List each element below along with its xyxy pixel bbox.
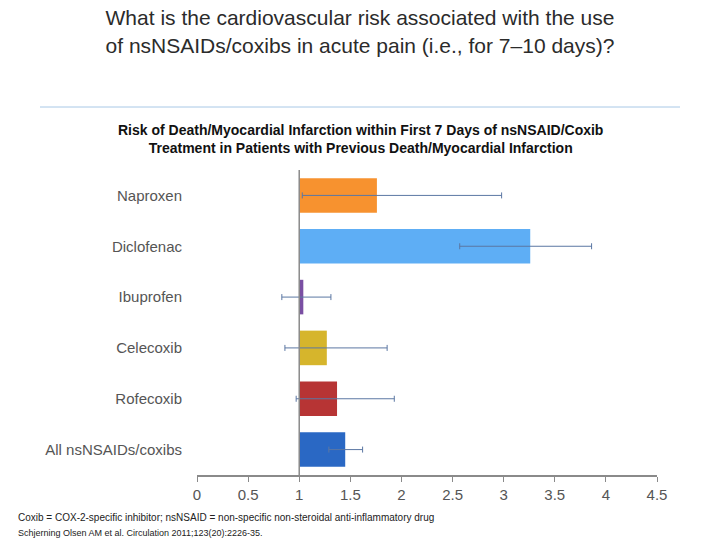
svg-text:2: 2 <box>397 486 405 503</box>
svg-text:Schjerning Olsen AM et al. Cir: Schjerning Olsen AM et al. Circulation 2… <box>18 528 262 538</box>
svg-text:0.5: 0.5 <box>238 486 259 503</box>
svg-text:3: 3 <box>499 486 507 503</box>
svg-text:2.5: 2.5 <box>442 486 463 503</box>
svg-text:Coxib = COX-2-specific inhibit: Coxib = COX-2-specific inhibitor; nsNSAI… <box>18 512 434 523</box>
svg-text:4: 4 <box>602 486 610 503</box>
svg-text:Rofecoxib: Rofecoxib <box>115 390 182 407</box>
svg-text:Ibuprofen: Ibuprofen <box>119 288 182 305</box>
svg-text:0: 0 <box>193 486 201 503</box>
svg-text:1: 1 <box>295 486 303 503</box>
svg-text:1.5: 1.5 <box>340 486 361 503</box>
svg-text:Diclofenac: Diclofenac <box>112 238 183 255</box>
svg-text:Naproxen: Naproxen <box>117 187 182 204</box>
svg-text:Celecoxib: Celecoxib <box>116 339 182 356</box>
svg-text:4.5: 4.5 <box>647 486 668 503</box>
svg-text:Risk of Death/Myocardial Infar: Risk of Death/Myocardial Infarction with… <box>118 122 603 156</box>
svg-text:What is the cardiovascular ris: What is the cardiovascular risk associat… <box>106 6 615 56</box>
svg-text:3.5: 3.5 <box>544 486 565 503</box>
svg-text:All nsNSAIDs/coxibs: All nsNSAIDs/coxibs <box>45 441 182 458</box>
